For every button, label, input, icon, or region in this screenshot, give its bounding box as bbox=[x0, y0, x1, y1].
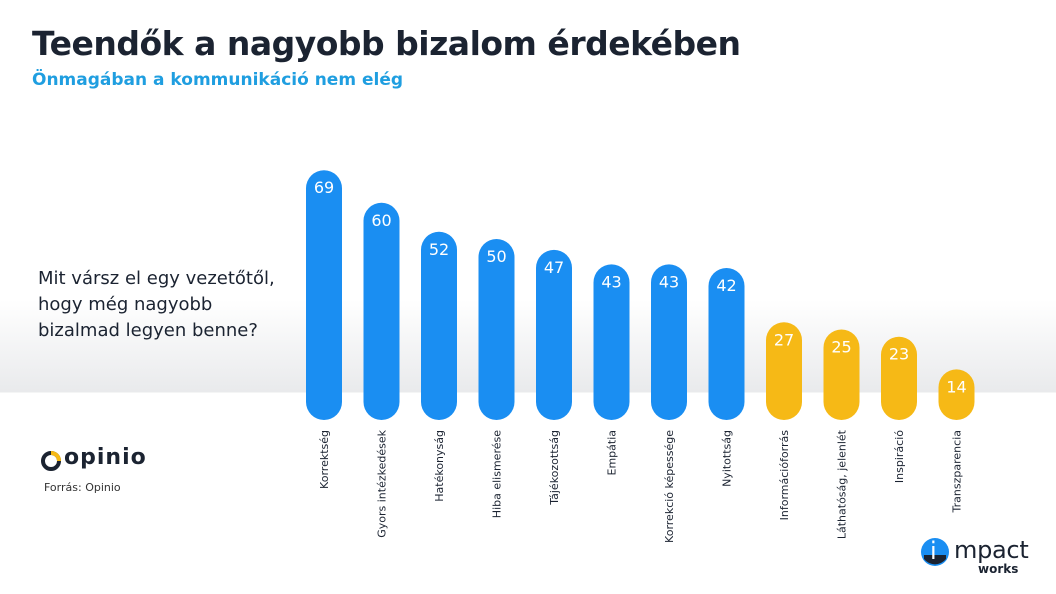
category-label-hiba-elismerese: Hiba elismerése bbox=[491, 430, 504, 518]
bar-korrektseg bbox=[306, 170, 342, 420]
question-line-1: Mit vársz el egy vezetőtől, bbox=[38, 268, 275, 289]
page-title: Teendők a nagyobb bizalom érdekében bbox=[32, 24, 741, 63]
bar-hiba-elismerese bbox=[478, 239, 515, 420]
impact-logo-text: mpact bbox=[954, 536, 1029, 564]
category-label-gyors-intezkedesek: Gyors intézkedések bbox=[376, 429, 389, 537]
bar-gyors-intezkedesek bbox=[363, 202, 400, 420]
data-label-empatia: 43 bbox=[601, 272, 621, 291]
category-label-korrekcio-kepessege: Korrekció képessége bbox=[663, 430, 676, 543]
opinio-logo: opinio bbox=[40, 445, 146, 474]
bar-tajekozottsag bbox=[536, 249, 572, 420]
bar-empatia bbox=[593, 264, 630, 420]
impact-works-logo: i mpact works bbox=[920, 536, 1040, 580]
bar-hatekonysag bbox=[421, 231, 457, 420]
works-logo-text: works bbox=[978, 562, 1019, 576]
data-label-inspiracio: 23 bbox=[889, 345, 909, 364]
bar-transzparencia bbox=[938, 369, 975, 420]
data-label-lathatosag-jelenlet: 25 bbox=[831, 338, 851, 357]
data-label-gyors-intezkedesek: 60 bbox=[371, 211, 391, 230]
page-subtitle: Önmagában a kommunikáció nem elég bbox=[32, 70, 404, 90]
category-label-tajekozottsag: Tájékozottság bbox=[548, 430, 561, 506]
bar-nyitottsag bbox=[708, 267, 745, 420]
category-label-informacioforras: Információforrás bbox=[778, 430, 791, 521]
data-label-nyitottsag: 42 bbox=[716, 276, 736, 295]
data-label-transzparencia: 14 bbox=[946, 377, 966, 396]
data-label-korrekcio-kepessege: 43 bbox=[659, 272, 679, 291]
question-line-2: hogy még nagyobb bbox=[38, 294, 213, 315]
survey-question: Mit vársz el egy vezetőtől, hogy még nag… bbox=[38, 266, 298, 344]
bar-lathatosag-jelenlet bbox=[823, 329, 860, 420]
data-label-hatekonysag: 52 bbox=[429, 240, 449, 259]
category-label-transzparencia: Transzparencia bbox=[951, 430, 964, 513]
bar-inspiracio bbox=[881, 336, 917, 420]
bar-korrekcio-kepessege bbox=[651, 264, 687, 420]
data-label-informacioforras: 27 bbox=[774, 330, 794, 349]
category-label-empatia: Empátia bbox=[606, 430, 619, 476]
impact-badge-icon bbox=[921, 538, 949, 566]
impact-logo-i: i bbox=[930, 537, 937, 565]
category-label-lathatosag-jelenlet: Láthatóság, jelenlét bbox=[836, 429, 849, 539]
data-label-hiba-elismerese: 50 bbox=[486, 247, 506, 266]
opinio-logo-text: opinio bbox=[64, 445, 147, 470]
opinio-mark-icon bbox=[41, 451, 61, 471]
question-line-3: bizalmad legyen benne? bbox=[38, 320, 258, 341]
category-label-korrektseg: Korrektség bbox=[318, 430, 331, 489]
data-label-tajekozottsag: 47 bbox=[544, 258, 564, 277]
category-label-nyitottsag: Nyitottság bbox=[721, 430, 734, 487]
category-label-inspiracio: Inspiráció bbox=[893, 430, 906, 483]
source-note: Forrás: Opinio bbox=[44, 481, 121, 494]
bar-informacioforras bbox=[766, 322, 802, 420]
category-label-hatekonysag: Hatékonyság bbox=[433, 430, 446, 502]
data-label-korrektseg: 69 bbox=[314, 178, 334, 197]
